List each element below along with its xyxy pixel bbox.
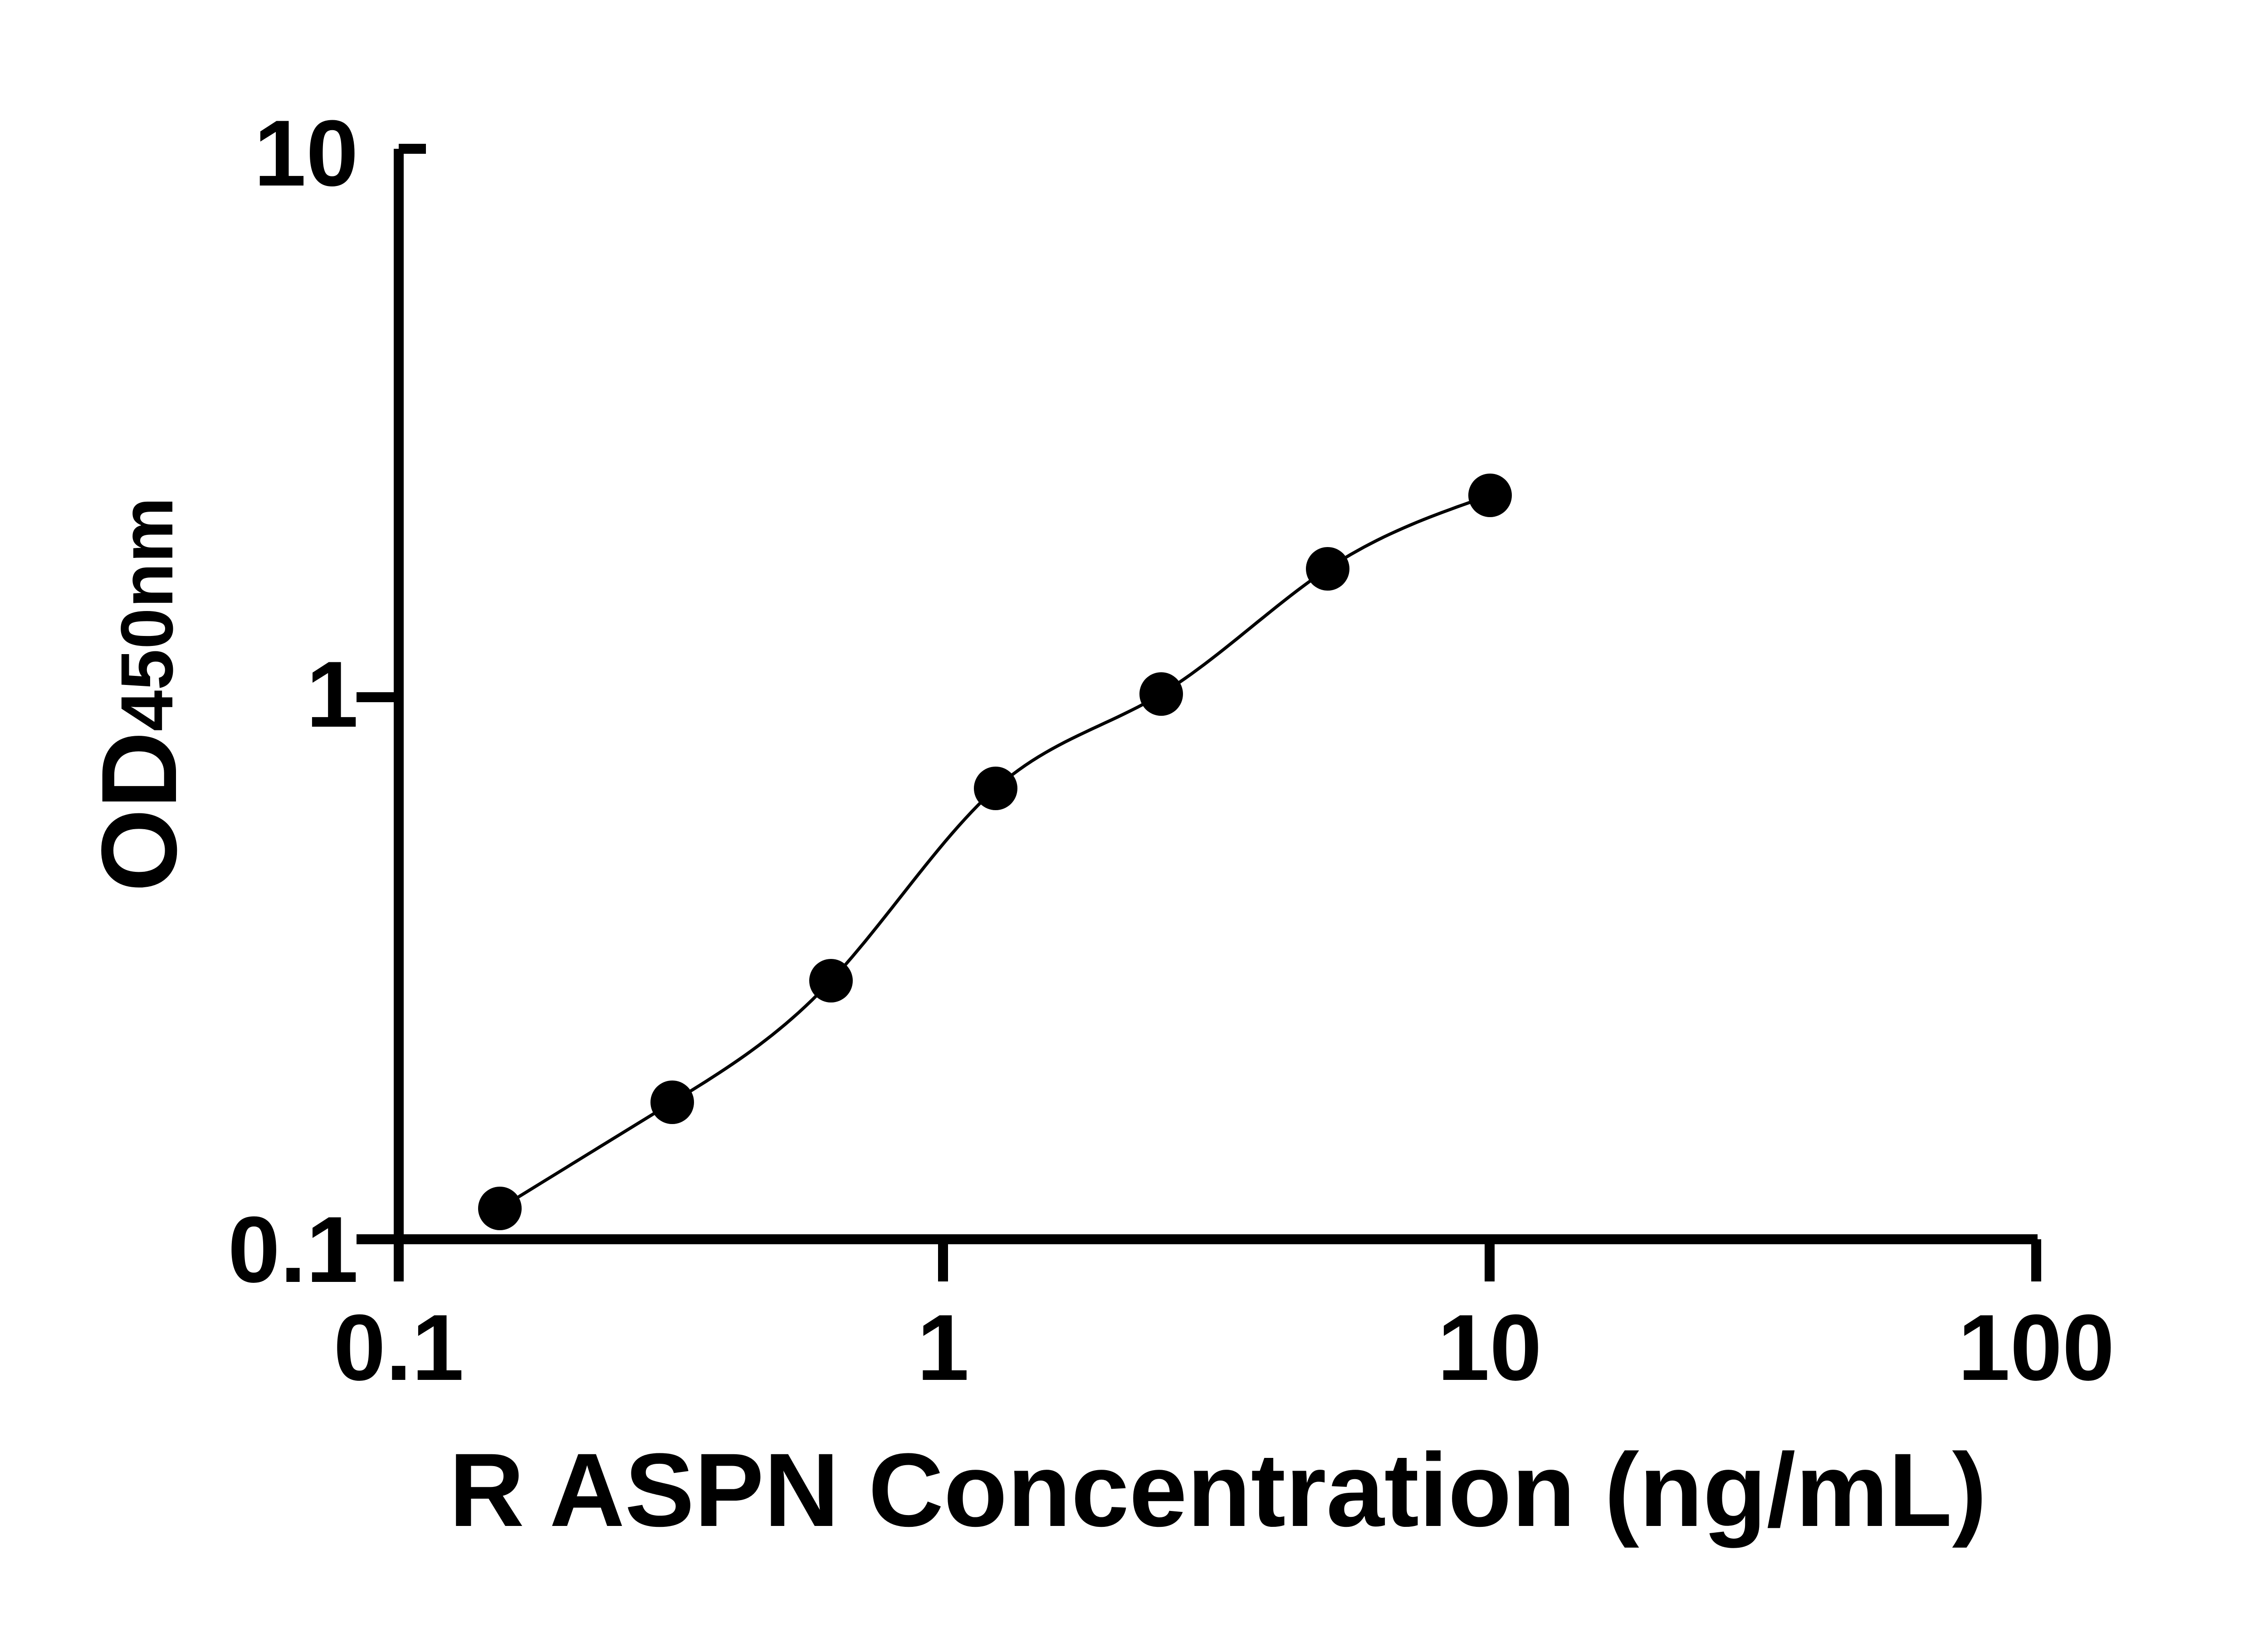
svg-text:100: 100	[1958, 1295, 2114, 1400]
svg-text:1: 1	[917, 1295, 969, 1400]
svg-text:10: 10	[1437, 1295, 1542, 1400]
svg-text:10: 10	[254, 101, 358, 205]
svg-text:1: 1	[306, 642, 358, 747]
svg-text:0.1: 0.1	[228, 1197, 358, 1302]
svg-text:R ASPN Concentration (ng/mL): R ASPN Concentration (ng/mL)	[449, 1432, 1987, 1548]
svg-text:0.1: 0.1	[333, 1295, 464, 1400]
